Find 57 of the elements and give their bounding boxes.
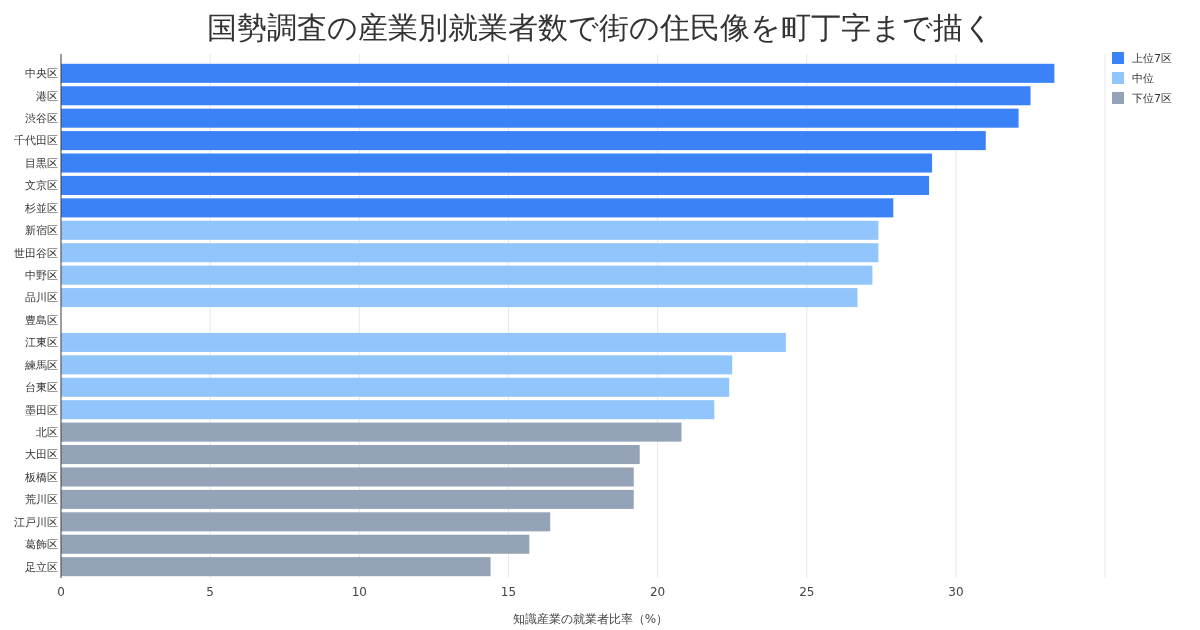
y-tick-label: 港区 — [36, 89, 58, 103]
bar — [61, 220, 879, 240]
bar — [61, 153, 933, 173]
x-tick-label: 25 — [799, 585, 815, 599]
y-tick-label: 中央区 — [25, 67, 58, 81]
y-tick-label: 北区 — [36, 425, 58, 439]
bar — [61, 63, 1055, 83]
y-tick-label: 豊島区 — [25, 313, 58, 327]
bar — [61, 467, 634, 487]
x-tick-label: 5 — [206, 585, 214, 599]
y-tick-label: 文京区 — [25, 179, 58, 193]
y-tick-label: 台東区 — [25, 381, 58, 395]
chart-title: 国勢調査の産業別就業者数で街の住民像を町丁字まで描く — [206, 10, 994, 45]
x-tick-label: 0 — [57, 585, 65, 599]
bar — [61, 243, 879, 263]
y-tick-label: 江東区 — [25, 336, 58, 350]
y-tick-label: 江戸川区 — [14, 515, 58, 529]
bar — [61, 557, 491, 577]
y-tick-label: 荒川区 — [25, 493, 58, 507]
bar — [61, 288, 858, 308]
bar — [61, 175, 930, 195]
x-tick-label: 30 — [948, 585, 964, 599]
y-tick-label: 板橋区 — [24, 470, 58, 484]
bar — [61, 422, 682, 442]
bar — [61, 131, 986, 151]
legend-label: 下位7区 — [1132, 91, 1172, 105]
bar — [61, 332, 786, 352]
y-tick-label: 目黒区 — [25, 156, 58, 170]
y-tick-label: 新宿区 — [25, 224, 58, 238]
y-tick-label: 杉並区 — [24, 201, 58, 215]
bar — [61, 108, 1019, 128]
y-tick-label: 千代田区 — [14, 134, 58, 148]
bar — [61, 534, 530, 554]
bar — [61, 400, 715, 420]
x-tick-label: 20 — [649, 585, 666, 599]
bar — [61, 86, 1031, 106]
y-tick-label: 大田区 — [25, 448, 58, 462]
y-tick-label: 足立区 — [25, 560, 58, 574]
y-tick-label: 中野区 — [25, 269, 58, 282]
y-tick-label: 葛飾区 — [25, 538, 58, 552]
y-tick-label: 渋谷区 — [25, 112, 58, 126]
bar — [61, 198, 894, 218]
bar — [61, 377, 730, 397]
y-tick-label: 墨田区 — [25, 403, 58, 417]
bar — [61, 445, 640, 465]
y-tick-label: 品川区 — [25, 291, 58, 305]
y-tick-label: 世田谷区 — [14, 246, 58, 260]
bar — [61, 265, 873, 285]
legend-label: 上位7区 — [1132, 51, 1172, 65]
x-axis-title: 知識産業の就業者比率（%） — [512, 612, 669, 626]
legend-label: 中位 — [1132, 71, 1154, 85]
bar — [61, 489, 634, 509]
y-tick-label: 練馬区 — [24, 358, 58, 372]
bar — [61, 512, 551, 532]
x-tick-label: 15 — [500, 585, 517, 599]
bar — [61, 355, 733, 375]
x-tick-label: 10 — [351, 585, 367, 599]
